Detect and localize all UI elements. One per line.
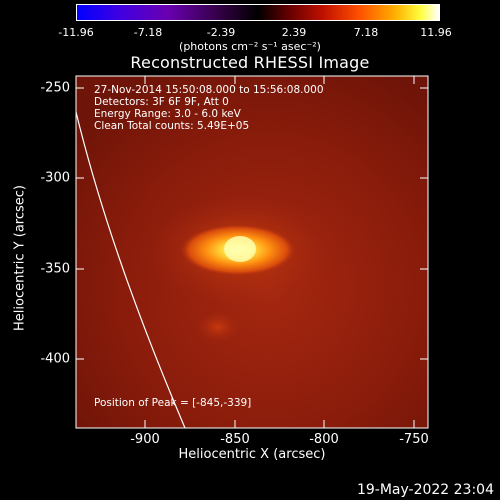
x-tick-label: -750 — [399, 432, 429, 447]
colorbar-tick: 7.18 — [353, 26, 379, 39]
y-tick-label: -300 — [40, 170, 70, 186]
secondary-source — [196, 311, 240, 343]
x-tick-label: -800 — [309, 432, 339, 447]
clean-counts-text: Clean Total counts: 5.49E+05 — [94, 120, 250, 132]
colorbar-unit-label: (photons cm⁻² s⁻¹ asec⁻²) — [179, 40, 321, 53]
plot-title: Reconstructed RHESSI Image — [130, 53, 370, 72]
solar-limb-line — [76, 111, 186, 428]
y-tick-label: -350 — [40, 261, 70, 277]
x-axis-label: Heliocentric X (arcsec) — [178, 447, 326, 462]
detectors-text: Detectors: 3F 6F 9F, Att 0 — [94, 96, 229, 108]
x-tick-label: -850 — [220, 432, 250, 447]
timestamp: 19-May-2022 23:04 — [356, 482, 494, 498]
y-tick-label: -250 — [40, 80, 70, 96]
y-axis-label: Heliocentric Y (arcsec) — [12, 185, 28, 331]
colorbar — [76, 4, 440, 21]
peak-position-text: Position of Peak = [-845,-339] — [94, 397, 252, 409]
peak-core — [224, 236, 256, 262]
energy-range-text: Energy Range: 3.0 - 6.0 keV — [94, 108, 241, 120]
plot-frame — [75, 75, 429, 429]
colorbar-tick: -11.96 — [58, 26, 94, 39]
colorbar-tick: 2.39 — [281, 26, 307, 39]
y-tick-label: -400 — [40, 351, 70, 367]
colorbar-tick: -2.39 — [206, 26, 236, 39]
y-tick-marks — [76, 87, 428, 360]
colorbar-tick: -7.18 — [133, 26, 163, 39]
x-tick-label: -900 — [130, 432, 160, 447]
time-range-text: 27-Nov-2014 15:50:08.000 to 15:56:08.000 — [94, 84, 324, 96]
colorbar-tick: 11.96 — [420, 26, 452, 39]
x-tick-marks — [144, 76, 415, 428]
